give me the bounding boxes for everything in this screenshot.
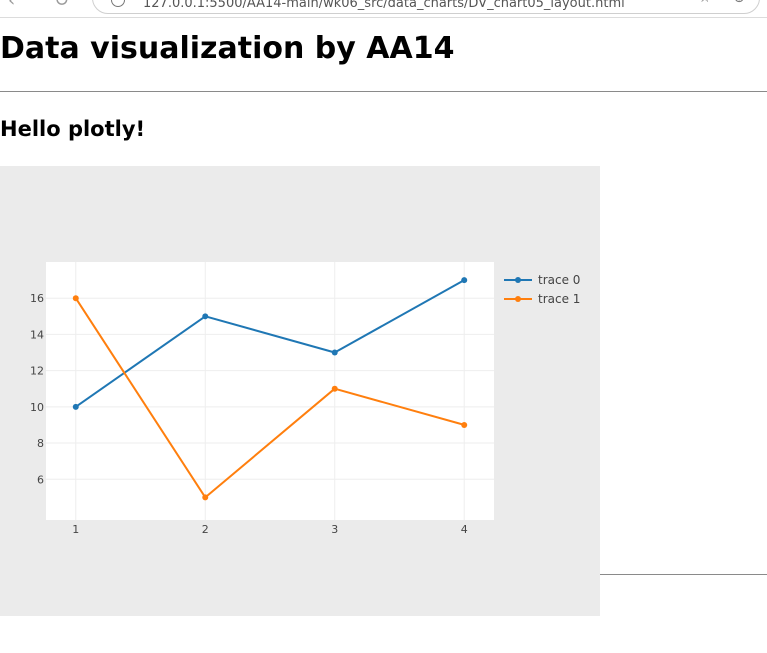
bookmark-star-icon[interactable]: ☆ — [698, 0, 711, 6]
series-line-0 — [75, 279, 465, 408]
x-tick-label: 2 — [202, 523, 209, 536]
y-tick-label: 10 — [30, 401, 44, 414]
grid-lines — [46, 262, 494, 520]
site-info-icon[interactable] — [111, 0, 125, 7]
chart-container[interactable]: 1 2 3 4 6 8 10 12 14 16 trace 0 trace 1 — [0, 166, 600, 616]
y-tick-label: 14 — [30, 328, 44, 341]
data-point — [461, 421, 468, 428]
section-title: Hello plotly! — [0, 117, 146, 141]
legend-label: trace 0 — [538, 273, 580, 287]
data-point — [72, 403, 79, 410]
y-tick-label: 8 — [37, 437, 44, 450]
data-point — [202, 494, 209, 501]
reload-icon[interactable]: ↻ — [54, 0, 70, 11]
x-tick-label: 1 — [72, 523, 79, 536]
favorites-icon[interactable]: ⊕ — [733, 0, 745, 6]
legend[interactable]: trace 0 trace 1 — [504, 273, 580, 306]
legend-label: trace 1 — [538, 292, 580, 306]
browser-toolbar: ‹ ↻ 127.0.0.1:5500/AA14-main/wk06_src/da… — [0, 0, 767, 18]
data-point — [331, 349, 338, 356]
divider-bottom — [600, 574, 767, 575]
series-line-1 — [74, 297, 465, 499]
divider-top — [0, 91, 767, 92]
data-point — [461, 277, 468, 284]
legend-swatch-marker — [515, 277, 521, 283]
url-text[interactable]: 127.0.0.1:5500/AA14-main/wk06_src/data_c… — [143, 0, 625, 11]
page-title: Data visualization by AA14 — [0, 31, 455, 66]
y-tick-label: 12 — [30, 365, 44, 378]
data-point — [202, 313, 209, 320]
back-icon[interactable]: ‹ — [8, 0, 16, 11]
data-point — [331, 385, 338, 392]
data-point — [72, 295, 79, 302]
x-tick-label: 3 — [331, 523, 338, 536]
x-tick-label: 4 — [461, 523, 468, 536]
y-tick-label: 6 — [37, 473, 44, 486]
y-tick-label: 16 — [30, 292, 44, 305]
trace-lines — [72, 277, 468, 501]
address-bar[interactable]: 127.0.0.1:5500/AA14-main/wk06_src/data_c… — [92, 0, 760, 14]
legend-swatch-marker — [515, 296, 521, 302]
